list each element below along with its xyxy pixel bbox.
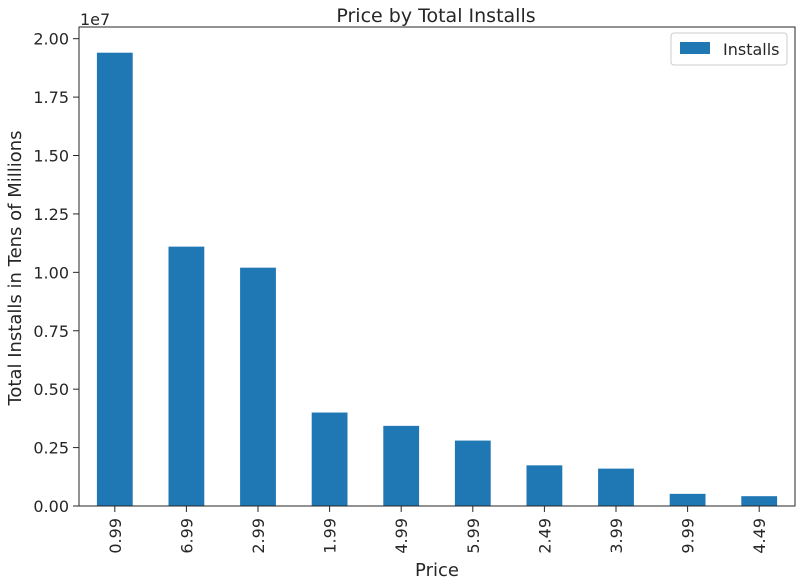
x-axis: 0.99 6.99 2.99 1.99 4.99 5.99 2.49 3.99 9.99 4.49	[106, 506, 769, 554]
y-offset-text: 1e7	[80, 10, 110, 29]
y-tick-label: 1.00	[33, 263, 69, 282]
legend: Installs	[670, 32, 788, 66]
y-axis-label: Total Installs in Tens of Millions	[5, 130, 26, 406]
x-tick-label: 6.99	[177, 518, 196, 554]
y-tick-label: 0.75	[33, 322, 69, 341]
y-tick-label: 1.75	[33, 88, 69, 107]
bar-series	[96, 52, 778, 506]
bar-2.99	[240, 267, 276, 506]
legend-label: Installs	[723, 40, 780, 59]
bar-5.99	[454, 440, 491, 506]
bar-9.99	[669, 493, 706, 506]
y-tick-label: 0.50	[33, 380, 69, 399]
x-tick-label: 2.49	[535, 518, 554, 554]
bar-4.99	[383, 425, 420, 506]
bar-0.99	[96, 52, 133, 506]
x-tick-label: 2.99	[249, 518, 268, 554]
bar-6.99	[168, 246, 205, 506]
x-axis-label: Price	[415, 560, 459, 581]
bar-4.49	[741, 496, 778, 506]
bar-2.49	[526, 465, 563, 506]
bar-1.99	[311, 412, 348, 506]
x-tick-label: 5.99	[464, 518, 483, 554]
plot-frame	[78, 26, 796, 507]
x-tick-label: 1.99	[321, 518, 340, 554]
x-tick-label: 9.99	[679, 518, 698, 554]
x-tick-label: 4.49	[750, 518, 769, 554]
y-tick-label: 0.25	[33, 439, 69, 458]
legend-box	[670, 32, 788, 66]
bar-3.99	[598, 468, 634, 506]
y-tick-label: 0.00	[33, 497, 69, 516]
y-tick-label: 1.50	[33, 147, 69, 166]
chart-title: Price by Total Installs	[336, 5, 535, 27]
y-axis: 0.00 0.25 0.50 0.75 1.00 1.25 1.50 1.75 2.00	[33, 30, 79, 516]
x-tick-label: 0.99	[106, 518, 125, 554]
x-tick-label: 3.99	[607, 518, 626, 554]
x-tick-label: 4.99	[392, 518, 411, 554]
y-tick-label: 2.00	[33, 30, 69, 49]
legend-swatch	[680, 42, 710, 54]
y-tick-label: 1.25	[33, 205, 69, 224]
